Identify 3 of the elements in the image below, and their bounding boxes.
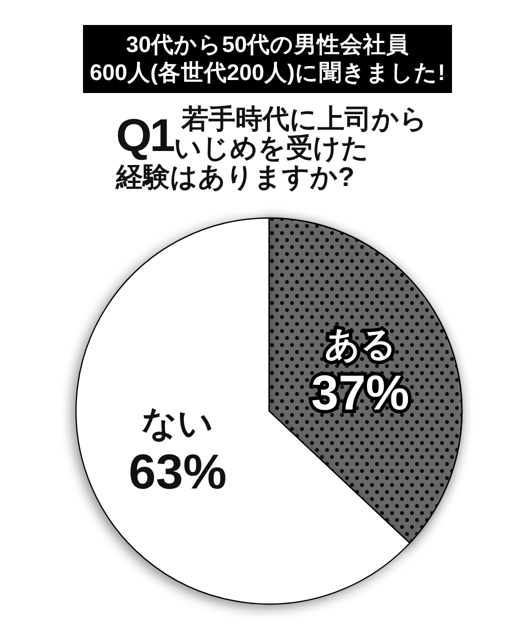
data-label: 63% — [128, 446, 227, 500]
slice-label: ない — [142, 404, 214, 444]
chart-title: 30代から50代の男性会社員 600人(各世代200人)に聞きました! — [83, 25, 452, 93]
